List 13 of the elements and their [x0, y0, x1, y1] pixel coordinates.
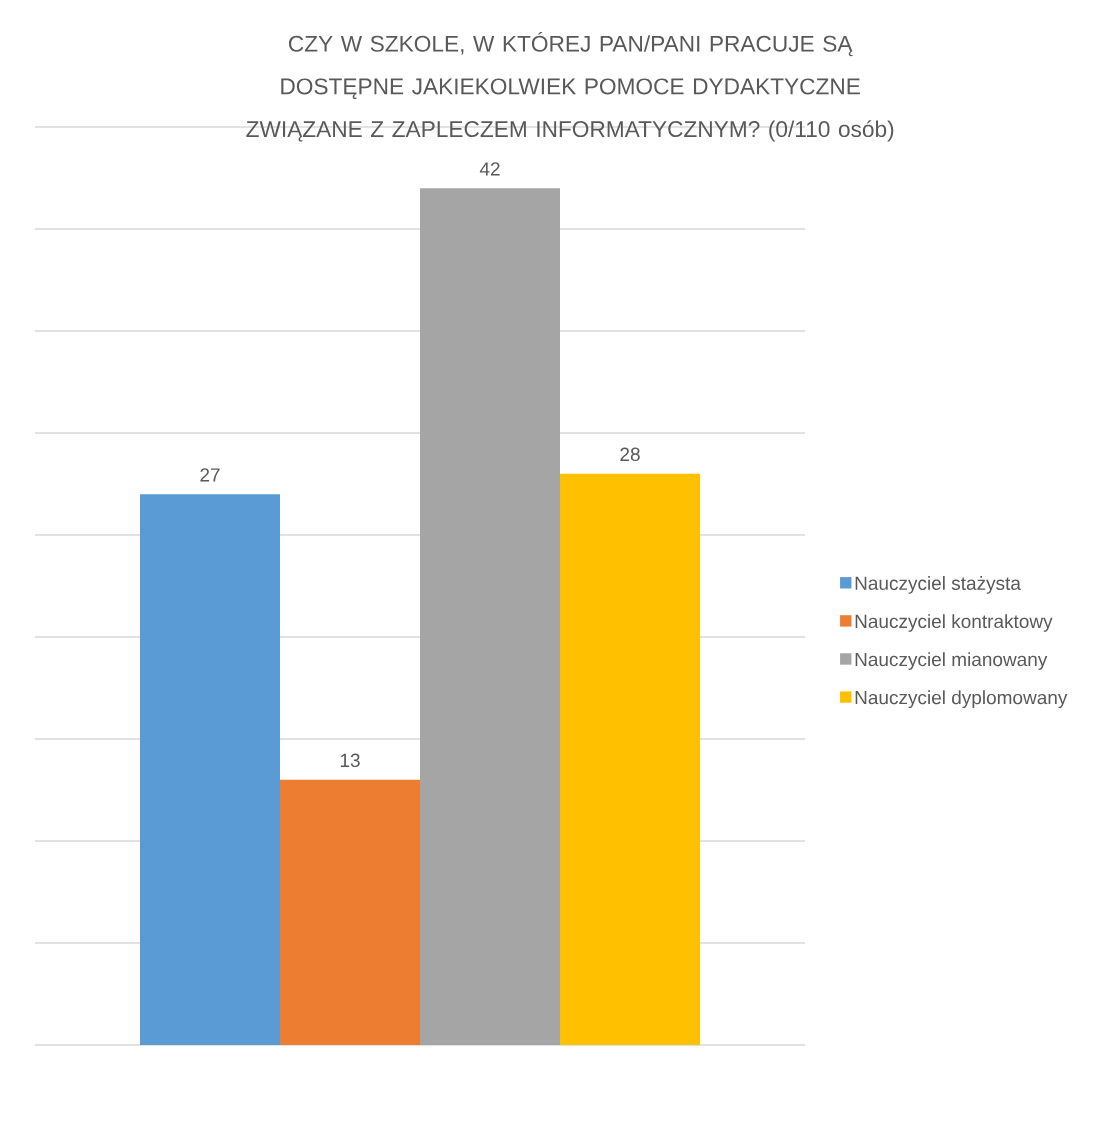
data-label: 13	[340, 753, 360, 768]
legend-label: Nauczyciel mianowany	[855, 652, 1048, 670]
chart-title: CZY W SZKOLE, W KTÓREJ PAN/PANI PRACUJE SĄ DOSTĘPNE JAKIEKOLWIEK POMOCE DYDAKTYCZNE ZWIĄZANE Z ZAPLECZEM INFORMATYCZNYM? (0/110 osób)	[246, 31, 894, 142]
data-label: 28	[620, 447, 640, 462]
legend-label: Nauczyciel dyplomowany	[855, 690, 1068, 709]
bar	[280, 779, 421, 1045]
legend-label: Nauczyciel stażysta	[855, 576, 1021, 594]
bar	[420, 188, 561, 1045]
data-label: 42	[479, 162, 500, 176]
bar	[140, 494, 280, 1045]
legend-label: Nauczyciel kontraktowy	[855, 614, 1053, 632]
bar	[560, 473, 700, 1045]
data-label: 27	[200, 468, 220, 482]
